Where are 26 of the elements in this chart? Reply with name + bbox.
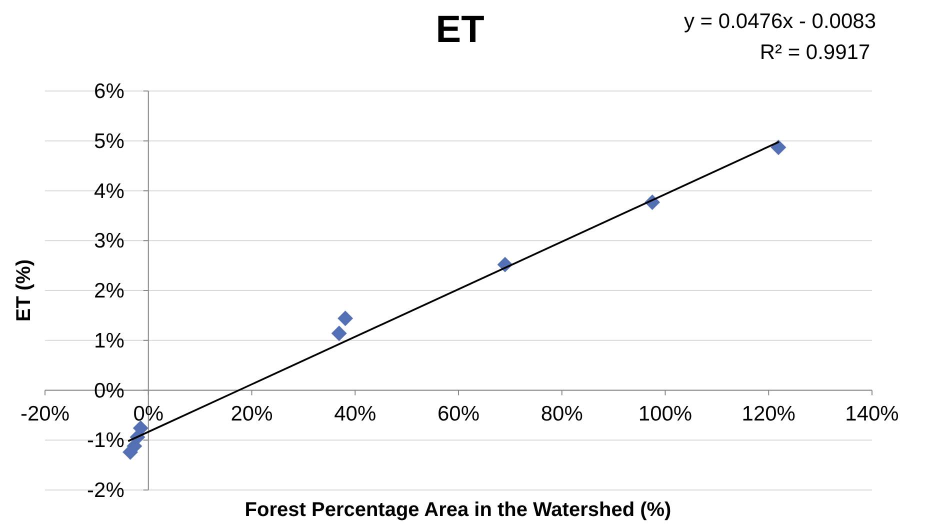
x-tick-label: 100% [638,402,692,426]
y-tick-label: 4% [94,180,124,203]
x-tick-label: 0% [133,402,164,426]
y-tick-label: 6% [94,80,124,103]
chart-title: ET [436,9,484,51]
x-tick-label: 140% [845,402,899,426]
x-tick-label: 20% [230,402,273,426]
y-tick-label: 3% [94,230,124,253]
x-tick-label: 120% [742,402,796,426]
x-tick-label: -20% [20,402,70,426]
y-tick-label: 5% [94,130,124,153]
point [331,326,347,342]
y-tick-label: -1% [87,429,124,452]
x-axis-title: Forest Percentage Area in the Watershed (%) [244,499,672,521]
y-tick-label: 1% [94,329,124,352]
y-axis-title: ET (%) [13,259,35,322]
x-tick-label: 60% [437,402,480,426]
text: y = 0.0476x - 0.0083 [684,10,876,33]
point [770,140,786,156]
x-tick-label: 40% [334,402,376,426]
y-tick-label: 0% [94,379,124,402]
x-tick-label: 80% [540,402,583,426]
y-tick-label: 2% [94,280,124,302]
point [338,310,354,326]
y-tick-label: -2% [87,479,124,502]
text: R² = 0.9917 [760,41,870,64]
